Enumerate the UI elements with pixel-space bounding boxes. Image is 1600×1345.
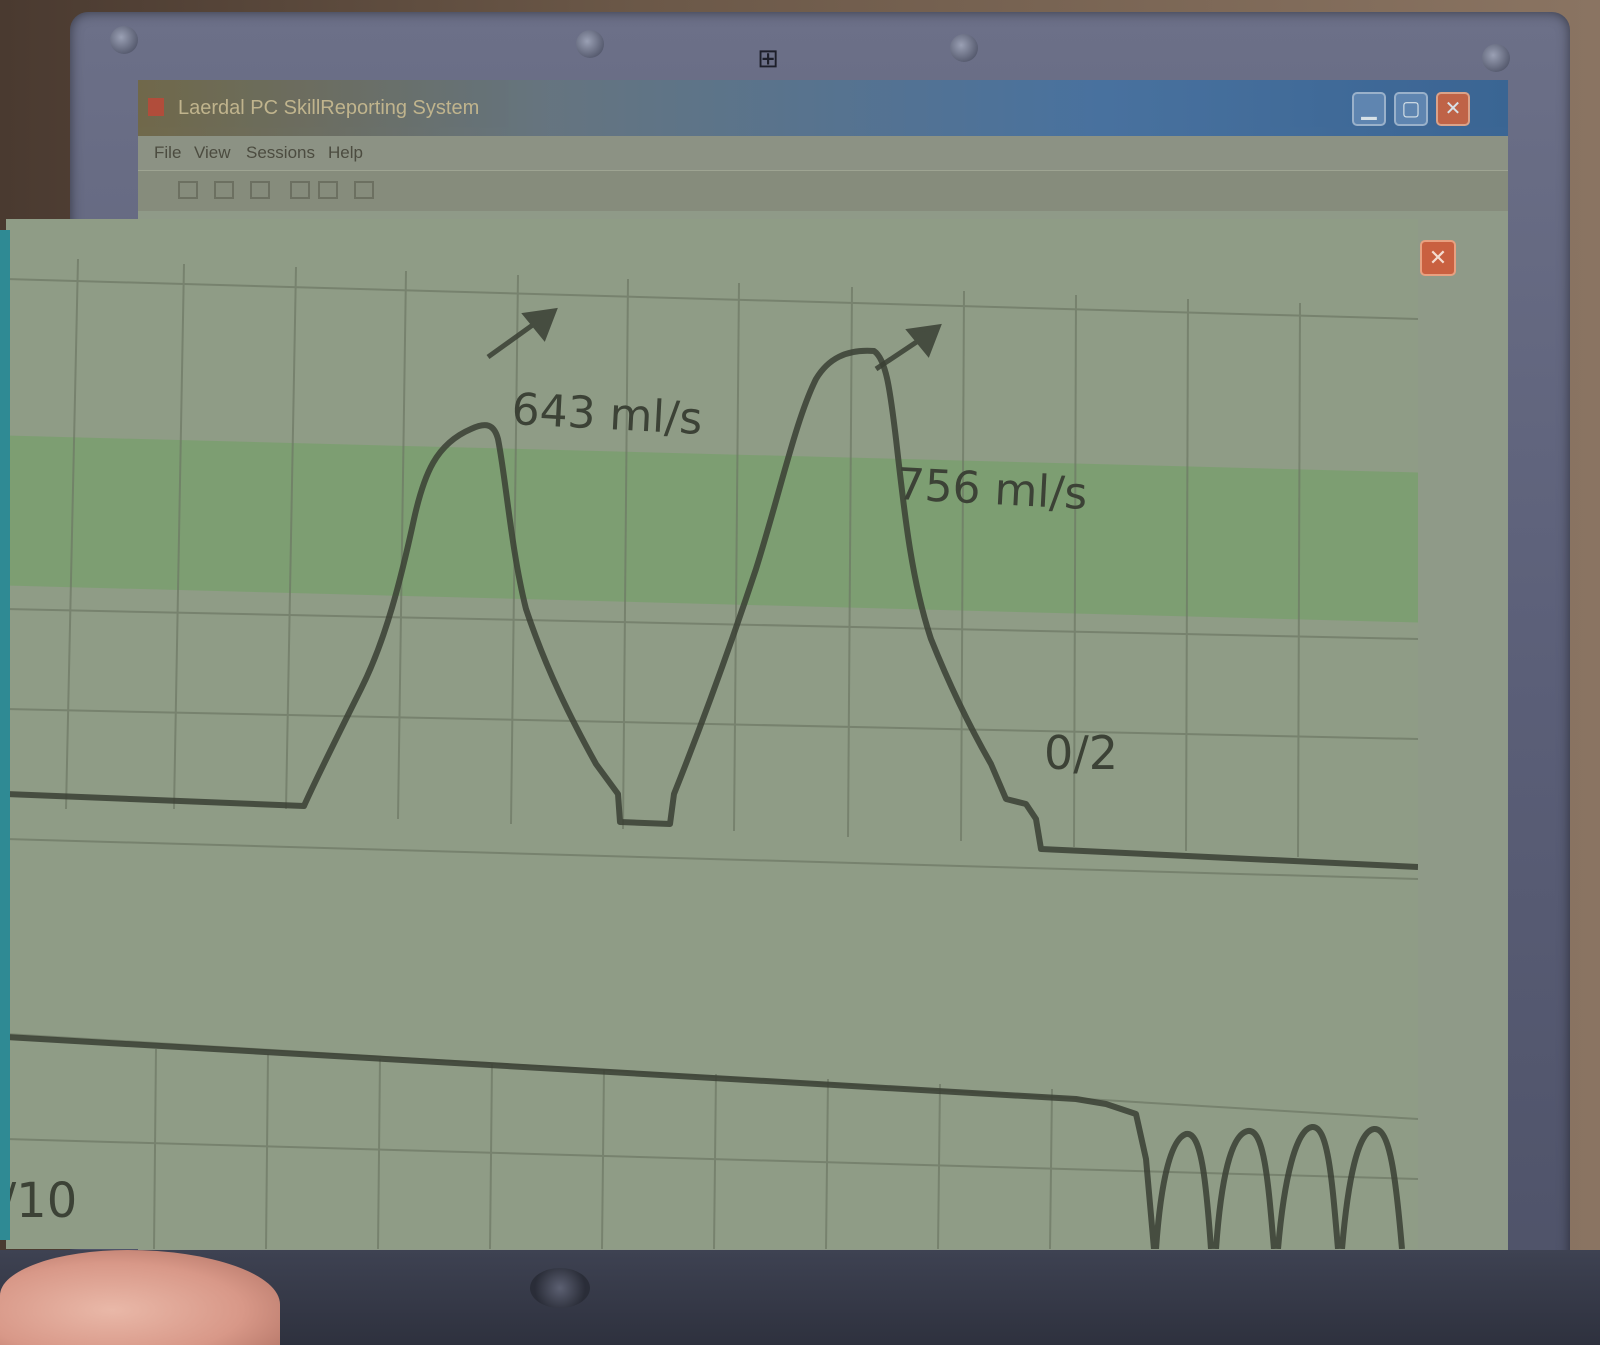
peak-2-arrow-icon bbox=[874, 323, 942, 372]
lower-chart-grid bbox=[6, 1048, 1418, 1249]
app-titlebar: Laerdal PC SkillReporting System ▁ ▢ ✕ bbox=[138, 80, 1508, 136]
menu-bar: File View Sessions Help bbox=[138, 136, 1508, 170]
app-title: Laerdal PC SkillReporting System bbox=[178, 97, 480, 119]
toolbar bbox=[138, 170, 1508, 211]
peak-2-label: 756 ml/s bbox=[895, 459, 1088, 520]
menu-view[interactable]: View bbox=[194, 143, 231, 162]
open-icon[interactable] bbox=[178, 181, 198, 199]
settings-icon[interactable] bbox=[318, 181, 338, 199]
teal-edge bbox=[0, 230, 10, 1240]
laptop-base-knob bbox=[530, 1268, 590, 1308]
lower-trace-label: /10 bbox=[6, 1173, 77, 1229]
bezel-screw bbox=[950, 34, 978, 62]
maximize-button[interactable]: ▢ bbox=[1394, 92, 1428, 126]
laptop-logo-icon: ⊞ bbox=[757, 44, 779, 74]
menu-help[interactable]: Help bbox=[328, 143, 363, 162]
peak-1-arrow-icon bbox=[486, 307, 558, 360]
waveform-chart: 643 ml/s 756 ml/s 0/2 /10 bbox=[6, 258, 1418, 1249]
bezel-screw bbox=[576, 30, 604, 58]
inner-close-button[interactable]: ✕ bbox=[1420, 240, 1456, 276]
peak-1-label: 643 ml/s bbox=[510, 384, 703, 445]
report-icon[interactable] bbox=[290, 181, 310, 199]
menu-file[interactable]: File bbox=[154, 143, 182, 162]
minimize-button[interactable]: ▁ bbox=[1352, 92, 1386, 126]
compression-trace bbox=[6, 1034, 1405, 1249]
close-button[interactable]: ✕ bbox=[1436, 92, 1470, 126]
bezel-screw bbox=[110, 26, 138, 54]
bezel-screw bbox=[1482, 44, 1510, 72]
waveform-panel: 643 ml/s 756 ml/s 0/2 /10 bbox=[6, 219, 1418, 1249]
print-icon[interactable] bbox=[250, 181, 270, 199]
app-icon bbox=[148, 98, 164, 116]
menu-sessions[interactable]: Sessions bbox=[246, 143, 315, 162]
ventilation-ratio-label: 0/2 bbox=[1044, 726, 1118, 780]
flow-trace bbox=[6, 347, 1418, 870]
help-icon[interactable] bbox=[354, 181, 374, 199]
save-icon[interactable] bbox=[214, 181, 234, 199]
hand bbox=[0, 1250, 280, 1345]
